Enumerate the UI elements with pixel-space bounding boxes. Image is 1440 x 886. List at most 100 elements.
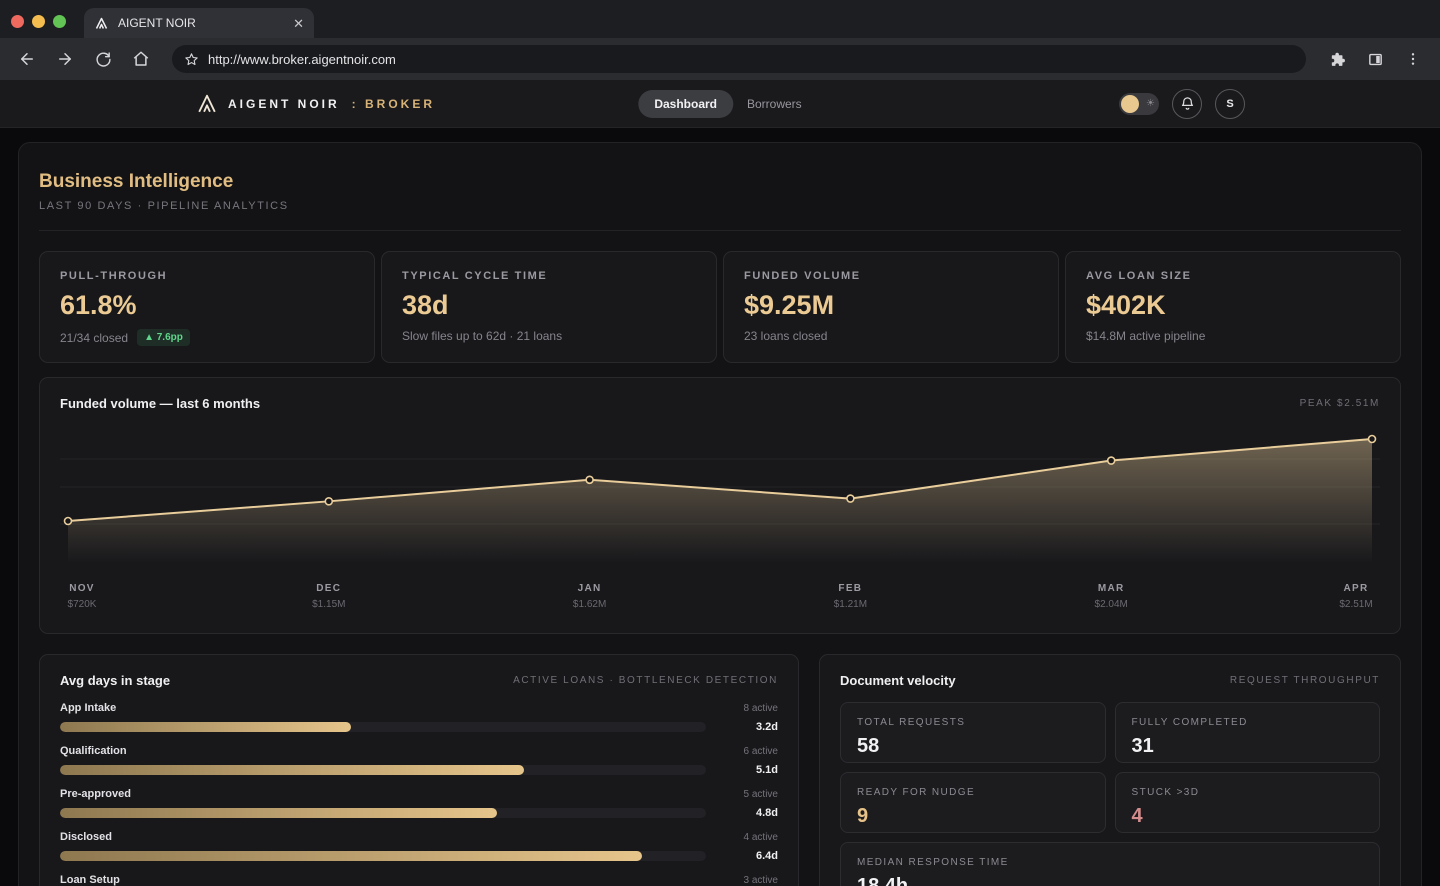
window-close-button[interactable]: [11, 15, 24, 28]
stage-bar-fill: [60, 765, 524, 775]
funded-volume-chart-card: Funded volume — last 6 months PEAK $2.51…: [39, 377, 1401, 634]
stage-row: Pre-approved 5 active 4.8d: [60, 788, 778, 819]
extensions-icon[interactable]: [1322, 44, 1352, 74]
chart-data-point: [63, 516, 73, 526]
user-avatar[interactable]: S: [1215, 88, 1245, 119]
url-bar[interactable]: http://www.broker.aigentnoir.com: [172, 45, 1306, 73]
chart-x-axis: NOV $720K DEC $1.15M JAN $1.62M FEB $1.21M M…: [60, 583, 1380, 617]
stat-stuck-over-3d: STUCK >3D 4: [1114, 772, 1380, 833]
site-header: AIGENT NOIR : BROKER Dashboard Borrowers…: [0, 80, 1440, 128]
stat-median-response-time: MEDIAN RESPONSE TIME 18.4h: [840, 842, 1380, 886]
kpi-delta-badge: ▲ 7.6pp: [137, 329, 190, 346]
kpi-card-avg-loan-size: AVG LOAN SIZE $402K $14.8M active pipeli…: [1065, 251, 1401, 363]
axis-month: DEC $1.15M: [312, 583, 346, 610]
window-maximize-button[interactable]: [53, 15, 66, 28]
chart-data-point: [1106, 456, 1116, 465]
chart-peak-label: PEAK $2.51M: [1299, 398, 1380, 409]
axis-month: JAN $1.62M: [572, 583, 607, 610]
kpi-value: 38d: [402, 290, 449, 320]
stage-bar-fill: [60, 722, 352, 732]
browser-tab[interactable]: AIGENT NOIR ✕: [84, 8, 314, 38]
kpi-card-pull-through: PULL-THROUGH 61.8% 21/34 closed ▲ 7.6pp: [39, 251, 375, 363]
browser-tabstrip: AIGENT NOIR ✕: [0, 0, 1440, 38]
stage-bar-track: [60, 765, 706, 775]
sidebar-toggle-icon[interactable]: [1360, 44, 1390, 74]
kpi-label: FUNDED VOLUME: [744, 270, 861, 282]
axis-month: MAR $2.04M: [1094, 583, 1128, 610]
chart-data-point: [846, 494, 855, 503]
brand: AIGENT NOIR : BROKER: [196, 93, 435, 115]
area-chart-canvas: [60, 434, 1380, 563]
axis-month: NOV $720K: [67, 583, 97, 610]
stage-bar-fill: [60, 808, 497, 818]
nav-item-borrowers[interactable]: Borrowers: [747, 96, 802, 111]
kpi-label: PULL-THROUGH: [60, 270, 168, 282]
main-nav: Dashboard Borrowers: [638, 89, 802, 118]
browser-toolbar: http://www.broker.aigentnoir.com: [0, 38, 1440, 80]
stage-bar-track: [60, 722, 706, 732]
stage-bar-list: App Intake 8 active 3.2d Qualification 6…: [60, 702, 778, 886]
axis-month: FEB $1.21M: [833, 583, 868, 610]
bookmark-star-icon[interactable]: [184, 52, 199, 67]
tab-favicon-logo-icon: [95, 17, 108, 29]
velocity-stats-grid: TOTAL REQUESTS 58 FULLY COMPLETED 31 REA…: [840, 702, 1380, 886]
back-button[interactable]: [12, 44, 42, 74]
theme-toggle[interactable]: ☀: [1119, 92, 1159, 115]
url-text[interactable]: http://www.broker.aigentnoir.com: [208, 51, 396, 67]
notifications-button[interactable]: [1172, 88, 1202, 119]
window-minimize-button[interactable]: [32, 15, 45, 28]
kpi-label: AVG LOAN SIZE: [1086, 270, 1192, 282]
theme-toggle-knob: [1121, 94, 1139, 113]
brand-suffix: : BROKER: [351, 96, 436, 111]
browser-menu-icon[interactable]: [1398, 44, 1428, 74]
stage-row: Disclosed 4 active 6.4d: [60, 831, 778, 862]
chart-area-fill: [68, 439, 1372, 563]
stat-ready-for-nudge: READY FOR NUDGE 9: [840, 772, 1106, 833]
header-actions: ☀ S: [1119, 88, 1245, 119]
velocity-panel-title: Document velocity: [840, 673, 956, 688]
kpi-subtext: Slow files up to 62d · 21 loans: [402, 329, 563, 343]
page-title: Business Intelligence: [39, 171, 234, 192]
bell-icon: [1181, 97, 1193, 110]
stage-panel-title: Avg days in stage: [60, 673, 171, 688]
sun-icon: ☀: [1146, 97, 1155, 109]
kpi-row: PULL-THROUGH 61.8% 21/34 closed ▲ 7.6pp T…: [39, 251, 1401, 363]
stat-fully-completed: FULLY COMPLETED 31: [1114, 702, 1380, 763]
kpi-value: $9.25M: [744, 290, 835, 320]
avg-days-in-stage-card: Avg days in stage ACTIVE LOANS · BOTTLEN…: [39, 654, 799, 886]
stage-bar-fill: [60, 851, 643, 861]
stage-bar-track: [60, 851, 706, 861]
kpi-subtext: 21/34 closed: [60, 330, 129, 345]
chart-data-point: [324, 497, 334, 506]
tab-close-icon[interactable]: ✕: [293, 15, 304, 31]
document-velocity-card: Document velocity REQUEST THROUGHPUT TOT…: [819, 654, 1401, 886]
tab-title: AIGENT NOIR: [118, 16, 196, 30]
kpi-value: $402K: [1086, 290, 1166, 320]
forward-button[interactable]: [50, 44, 80, 74]
stage-panel-tag: ACTIVE LOANS · BOTTLENECK DETECTION: [513, 675, 778, 686]
stage-bar-track: [60, 808, 706, 818]
stat-total-requests: TOTAL REQUESTS 58: [840, 702, 1106, 763]
kpi-subtext: $14.8M active pipeline: [1086, 329, 1206, 343]
page-background: Business Intelligence LAST 90 DAYS · PIP…: [0, 128, 1440, 886]
reload-button[interactable]: [88, 44, 118, 74]
chart-data-point: [585, 475, 594, 485]
kpi-card-cycle-time: TYPICAL CYCLE TIME 38d Slow files up to …: [381, 251, 717, 363]
stage-row: Qualification 6 active 5.1d: [60, 745, 778, 776]
kpi-value: 61.8%: [60, 290, 137, 320]
page-subtitle: LAST 90 DAYS · PIPELINE ANALYTICS: [39, 200, 289, 212]
divider: [39, 230, 1401, 231]
chart-data-point: [1367, 434, 1377, 444]
chart-title: Funded volume — last 6 months: [60, 396, 261, 411]
velocity-panel-tag: REQUEST THROUGHPUT: [1229, 675, 1380, 686]
business-intelligence-panel: Business Intelligence LAST 90 DAYS · PIP…: [18, 142, 1422, 886]
window-controls: [11, 15, 66, 28]
brand-logo-icon: [198, 94, 216, 112]
kpi-label: TYPICAL CYCLE TIME: [402, 270, 548, 282]
kpi-subtext: 23 loans closed: [744, 329, 828, 343]
stage-row: App Intake 8 active 3.2d: [60, 702, 778, 733]
home-button[interactable]: [126, 44, 156, 74]
nav-item-dashboard[interactable]: Dashboard: [638, 89, 733, 118]
chart-line: [67, 438, 1373, 523]
kpi-card-funded-volume: FUNDED VOLUME $9.25M 23 loans closed: [723, 251, 1059, 363]
